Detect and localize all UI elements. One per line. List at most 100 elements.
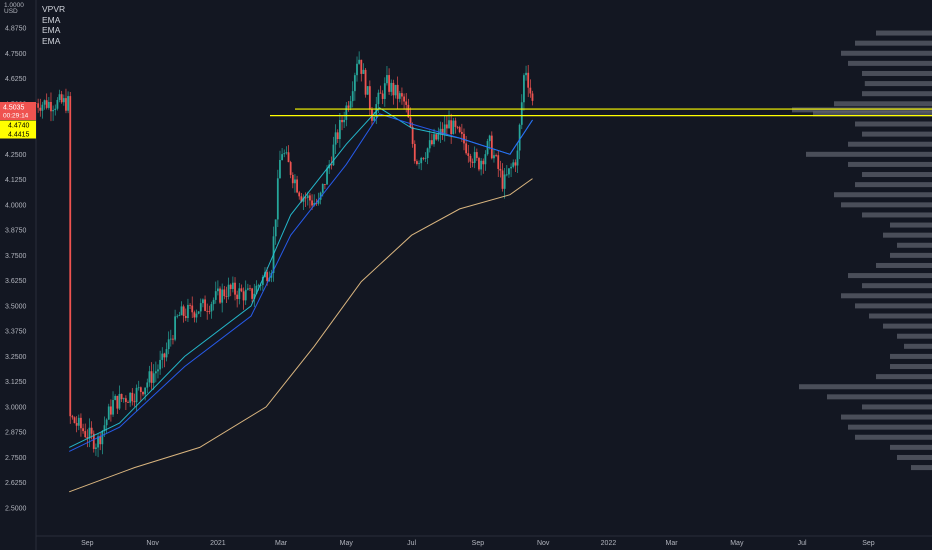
candle-body bbox=[364, 69, 367, 95]
candle-body bbox=[240, 288, 243, 292]
candles bbox=[35, 51, 534, 458]
candle-body bbox=[473, 152, 476, 163]
y-tick-label: 3.1250 bbox=[5, 379, 27, 386]
indicator-legend: VPVR EMA EMA EMA bbox=[42, 4, 65, 46]
volume-profile-bar bbox=[855, 303, 932, 309]
candle-body bbox=[343, 119, 346, 123]
candle-body bbox=[324, 183, 326, 185]
volume-profile-bar bbox=[890, 353, 932, 359]
candle-body bbox=[259, 284, 262, 286]
legend-vpvr[interactable]: VPVR bbox=[42, 4, 66, 14]
candle-body bbox=[439, 128, 442, 135]
candle-body bbox=[238, 288, 241, 300]
candle-body bbox=[172, 338, 174, 340]
candle-body bbox=[246, 288, 249, 290]
candle-body bbox=[82, 428, 84, 432]
candle-body bbox=[193, 312, 196, 318]
candle-body bbox=[347, 105, 350, 108]
candle-body bbox=[157, 369, 159, 372]
volume-profile-bar bbox=[904, 343, 932, 349]
candle-body bbox=[505, 174, 508, 176]
candle-body bbox=[435, 134, 438, 140]
candle-body bbox=[86, 436, 89, 439]
candle-body bbox=[334, 132, 337, 145]
candle-body bbox=[475, 152, 478, 158]
volume-profile-bar bbox=[792, 107, 932, 113]
candle-body bbox=[154, 371, 157, 374]
scale-label: 1.0000 bbox=[4, 2, 24, 8]
candle-body bbox=[97, 436, 99, 448]
bar-countdown: 00:29:14 bbox=[3, 113, 29, 120]
candle-body bbox=[189, 304, 191, 306]
candle-body bbox=[58, 94, 61, 100]
candle-body bbox=[255, 285, 258, 294]
candle-body bbox=[114, 395, 117, 400]
candle-body bbox=[176, 315, 179, 317]
candle-body bbox=[482, 160, 485, 165]
candle-body bbox=[103, 425, 106, 431]
volume-profile-bar bbox=[911, 465, 932, 471]
volume-profile-bar bbox=[862, 404, 932, 410]
candle-body bbox=[311, 200, 313, 206]
volume-profile-bar bbox=[848, 141, 932, 147]
candle-body bbox=[279, 160, 281, 179]
candle-body bbox=[75, 423, 78, 426]
x-tick-label: Sep bbox=[862, 540, 875, 547]
candle-body bbox=[458, 127, 461, 133]
candle-body bbox=[366, 86, 369, 95]
candle-body bbox=[105, 419, 108, 426]
candle-body bbox=[420, 157, 423, 164]
candle-body bbox=[452, 120, 455, 135]
candle-body bbox=[294, 179, 296, 184]
candle-body bbox=[131, 392, 134, 402]
candle-body bbox=[416, 161, 418, 164]
candle-body bbox=[375, 104, 378, 117]
candle-body bbox=[39, 107, 42, 111]
horizontal-levels[interactable] bbox=[270, 108, 932, 117]
candle-body bbox=[497, 155, 500, 169]
candle-body bbox=[56, 99, 59, 109]
candle-body bbox=[317, 199, 320, 204]
candle-body bbox=[150, 371, 153, 383]
candle-body bbox=[208, 311, 211, 312]
candle-body bbox=[165, 349, 168, 358]
volume-profile-bar bbox=[799, 384, 932, 390]
candle-body bbox=[456, 126, 459, 128]
x-tick-label: Jul bbox=[407, 540, 416, 547]
candle-body bbox=[122, 398, 125, 400]
last-price-tag bbox=[0, 102, 36, 120]
candle-body bbox=[212, 299, 215, 305]
volume-profile-bar bbox=[841, 293, 932, 299]
volume-profile-bar bbox=[883, 232, 932, 238]
y-tick-label: 3.7500 bbox=[5, 253, 27, 260]
candle-body bbox=[95, 447, 97, 449]
legend-ema-2[interactable]: EMA bbox=[42, 25, 61, 35]
candle-body bbox=[450, 120, 453, 135]
time-axis[interactable]: Sep Nov 2021 Mar May Jul Sep Nov 2022 Mar May Jul Se… bbox=[81, 540, 875, 547]
candle-body bbox=[407, 104, 410, 118]
volume-profile-bar bbox=[876, 374, 932, 380]
candle-body bbox=[383, 83, 386, 99]
candle-body bbox=[197, 311, 200, 314]
candle-body bbox=[298, 192, 301, 197]
legend-ema-3[interactable]: EMA bbox=[42, 35, 61, 46]
candle-body bbox=[437, 134, 440, 140]
candle-body bbox=[356, 63, 358, 76]
x-tick-label: 2021 bbox=[210, 540, 226, 547]
y-tick-label: 3.8750 bbox=[5, 228, 27, 235]
candle-body bbox=[266, 272, 269, 281]
candle-body bbox=[529, 87, 532, 94]
candle-body bbox=[469, 155, 472, 162]
candle-body bbox=[516, 150, 519, 166]
candle-body bbox=[291, 174, 294, 184]
x-tick-label: Nov bbox=[537, 540, 550, 547]
y-tick-label: 4.1250 bbox=[5, 177, 27, 184]
legend-ema-1[interactable]: EMA bbox=[42, 14, 61, 25]
y-tick-label: 4.6250 bbox=[5, 76, 27, 83]
candle-body bbox=[362, 69, 365, 74]
last-price-value: 4.5035 bbox=[3, 105, 25, 112]
volume-profile-bar bbox=[890, 364, 932, 370]
candle-body bbox=[249, 288, 251, 290]
